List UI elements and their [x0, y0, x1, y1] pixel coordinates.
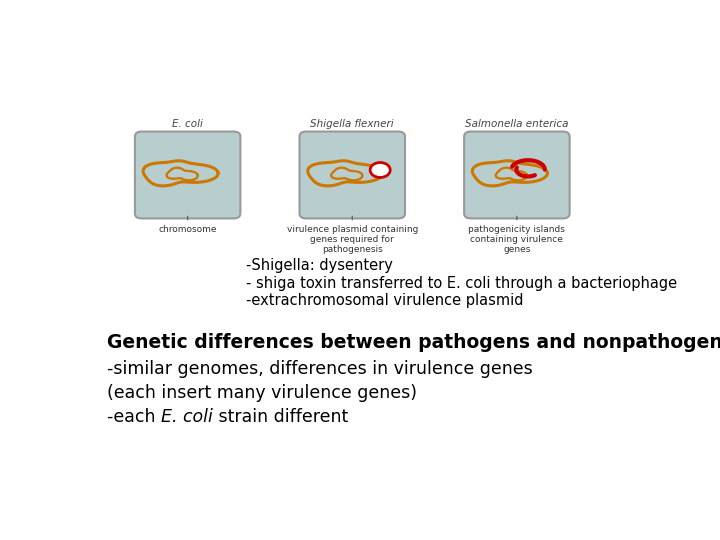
- Text: -Shigella: dysentery: -Shigella: dysentery: [246, 258, 393, 273]
- Text: (each insert many virulence genes): (each insert many virulence genes): [107, 384, 417, 402]
- Text: E. coli: E. coli: [172, 119, 203, 129]
- Text: Genetic differences between pathogens and nonpathogens: Genetic differences between pathogens an…: [107, 333, 720, 352]
- FancyBboxPatch shape: [464, 132, 570, 219]
- FancyBboxPatch shape: [135, 132, 240, 219]
- Text: -extrachromosomal virulence plasmid: -extrachromosomal virulence plasmid: [246, 293, 523, 308]
- FancyBboxPatch shape: [300, 132, 405, 219]
- Text: strain different: strain different: [212, 408, 348, 426]
- Text: virulence plasmid containing
genes required for
pathogenesis: virulence plasmid containing genes requi…: [287, 225, 418, 254]
- Text: Salmonella enterica: Salmonella enterica: [465, 119, 569, 129]
- Text: E. coli: E. coli: [161, 408, 212, 426]
- Circle shape: [370, 163, 390, 178]
- Text: -each: -each: [107, 408, 161, 426]
- Text: chromosome: chromosome: [158, 225, 217, 234]
- Text: Shigella flexneri: Shigella flexneri: [310, 119, 394, 129]
- Text: -similar genomes, differences in virulence genes: -similar genomes, differences in virulen…: [107, 360, 533, 378]
- Text: pathogenicity islands
containing virulence
genes: pathogenicity islands containing virulen…: [469, 225, 565, 254]
- Text: - shiga toxin transferred to E. coli through a bacteriophage: - shiga toxin transferred to E. coli thr…: [246, 275, 678, 291]
